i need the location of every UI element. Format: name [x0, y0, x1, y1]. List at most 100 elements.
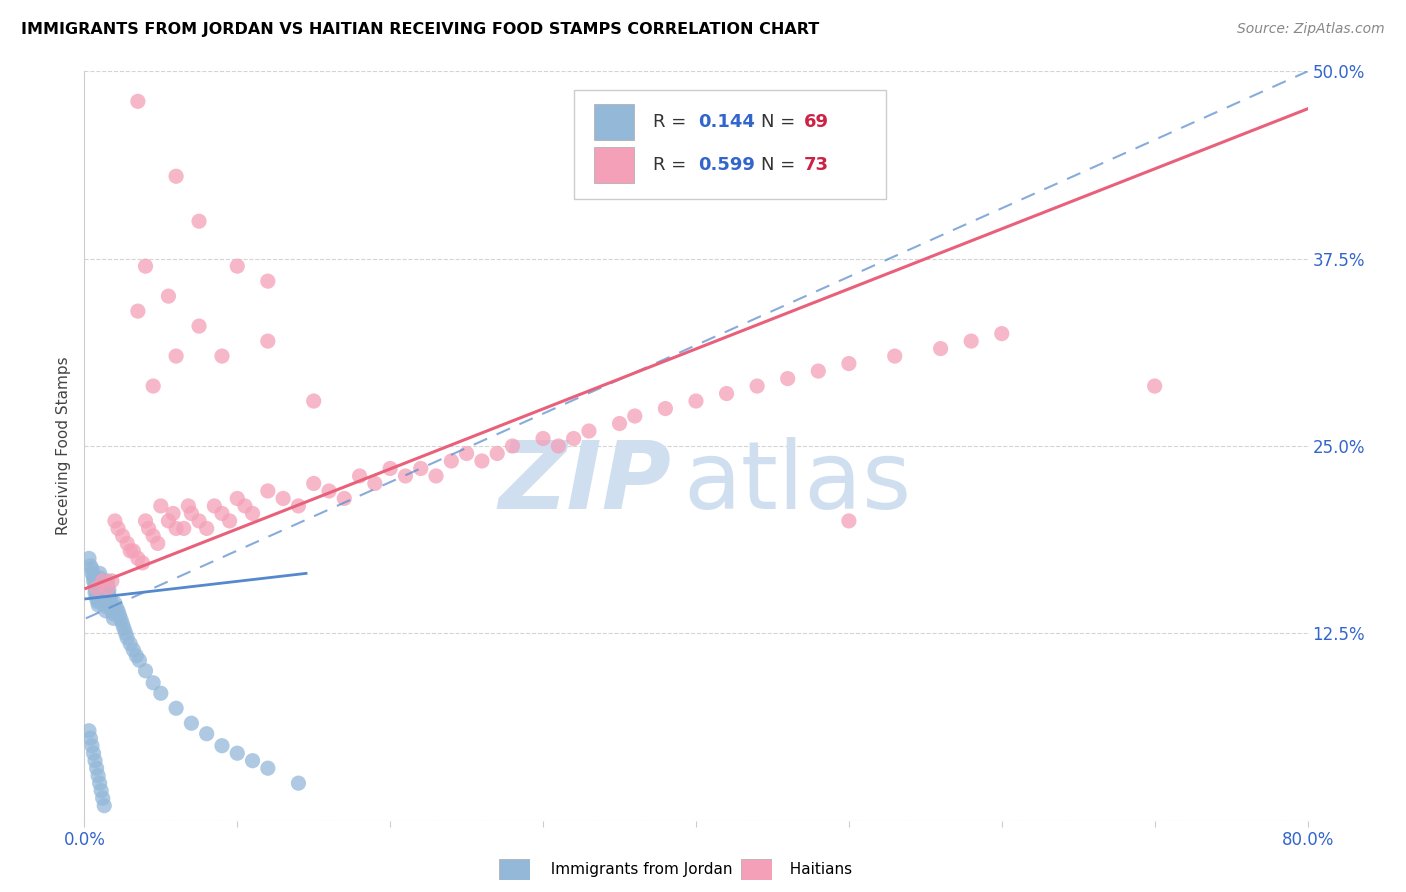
Point: [101, 599, 124, 614]
Text: IMMIGRANTS FROM JORDAN VS HAITIAN RECEIVING FOOD STAMPS CORRELATION CHART: IMMIGRANTS FROM JORDAN VS HAITIAN RECEIV…: [21, 22, 820, 37]
Point: [157, 289, 180, 303]
Point: [93, 596, 115, 610]
Point: [112, 622, 135, 636]
Point: [776, 371, 799, 385]
Point: [302, 394, 325, 409]
Point: [149, 499, 172, 513]
Point: [271, 491, 294, 506]
Point: [188, 319, 211, 334]
Point: [93, 798, 115, 813]
Point: [128, 653, 150, 667]
Point: [108, 608, 131, 623]
Point: [79, 558, 101, 573]
Point: [547, 439, 569, 453]
Point: [80, 562, 103, 576]
Point: [90, 582, 112, 596]
Point: [86, 761, 108, 775]
Point: [84, 754, 107, 768]
Point: [233, 499, 256, 513]
Point: [86, 591, 108, 606]
Text: 0.144: 0.144: [699, 113, 755, 131]
Point: [333, 491, 356, 506]
Point: [162, 507, 184, 521]
Point: [173, 521, 195, 535]
Point: [195, 727, 218, 741]
Point: [440, 454, 463, 468]
Point: [562, 432, 585, 446]
Point: [98, 596, 121, 610]
Point: [654, 401, 676, 416]
Point: [94, 599, 117, 614]
Point: [257, 274, 280, 288]
Point: [87, 595, 110, 609]
Point: [103, 611, 125, 625]
Text: 69: 69: [804, 113, 828, 131]
Point: [122, 544, 145, 558]
Point: [471, 454, 494, 468]
Point: [80, 739, 103, 753]
Point: [211, 349, 233, 363]
Point: [394, 469, 416, 483]
Point: [165, 169, 187, 184]
Point: [531, 432, 554, 446]
Text: 0.599: 0.599: [699, 156, 755, 174]
Point: [135, 259, 157, 273]
Text: atlas: atlas: [683, 437, 912, 530]
Text: N =: N =: [761, 113, 801, 131]
Point: [135, 514, 157, 528]
Point: [89, 776, 111, 790]
Point: [104, 596, 127, 610]
Point: [425, 469, 447, 483]
Point: [83, 569, 105, 583]
Point: [97, 582, 120, 597]
Point: [91, 791, 114, 805]
Point: [114, 626, 136, 640]
Y-axis label: Receiving Food Stamps: Receiving Food Stamps: [56, 357, 72, 535]
Point: [302, 476, 325, 491]
Point: [180, 716, 202, 731]
Point: [138, 521, 160, 535]
Point: [211, 507, 233, 521]
Point: [380, 461, 402, 475]
Point: [101, 574, 124, 588]
Point: [177, 499, 200, 513]
Point: [165, 521, 187, 535]
Point: [318, 483, 340, 498]
Point: [142, 379, 165, 393]
Point: [96, 578, 118, 592]
Point: [115, 536, 138, 550]
Point: [93, 593, 115, 607]
Text: R =: R =: [654, 156, 692, 174]
Point: [578, 424, 600, 438]
Point: [83, 574, 105, 588]
Text: N =: N =: [761, 156, 801, 174]
Point: [149, 686, 172, 700]
Point: [929, 342, 952, 356]
Text: Source: ZipAtlas.com: Source: ZipAtlas.com: [1237, 22, 1385, 37]
Point: [486, 446, 509, 460]
Point: [84, 577, 107, 591]
Point: [188, 514, 211, 528]
Point: [91, 574, 114, 588]
Point: [84, 586, 107, 600]
Bar: [595, 147, 634, 183]
Point: [202, 499, 225, 513]
Point: [226, 259, 249, 273]
Point: [90, 586, 112, 600]
Point: [125, 648, 148, 663]
Point: [105, 600, 128, 615]
Point: [97, 587, 120, 601]
Text: Immigrants from Jordan: Immigrants from Jordan: [541, 863, 733, 877]
Point: [89, 566, 111, 581]
Point: [991, 326, 1014, 341]
Point: [79, 731, 101, 746]
Point: [120, 544, 142, 558]
Point: [883, 349, 905, 363]
Bar: [595, 104, 634, 140]
Point: [349, 469, 371, 483]
Point: [107, 604, 129, 618]
Point: [257, 334, 280, 348]
Point: [87, 598, 110, 612]
Point: [131, 556, 153, 570]
Point: [86, 589, 108, 603]
